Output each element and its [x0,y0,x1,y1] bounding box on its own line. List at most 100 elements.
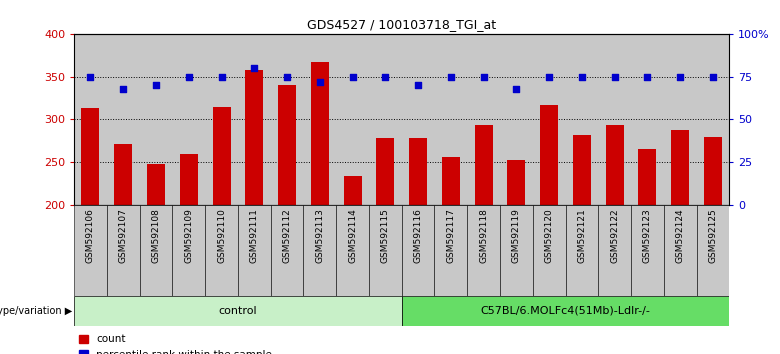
Text: GSM592109: GSM592109 [184,208,193,263]
Text: GSM592106: GSM592106 [86,208,95,263]
Bar [343,176,362,205]
Bar [212,107,231,205]
FancyBboxPatch shape [303,205,336,296]
Text: GSM592113: GSM592113 [315,208,324,263]
FancyBboxPatch shape [566,205,598,296]
FancyBboxPatch shape [631,205,664,296]
FancyBboxPatch shape [697,205,729,296]
Text: GSM592124: GSM592124 [675,208,685,263]
FancyBboxPatch shape [402,296,729,326]
FancyBboxPatch shape [500,205,533,296]
Bar [205,34,238,205]
Point [346,74,359,79]
Point [84,74,97,79]
Bar [81,108,100,205]
Text: GSM592115: GSM592115 [381,208,390,263]
Bar [474,125,493,205]
Bar [566,34,598,205]
Title: GDS4527 / 100103718_TGI_at: GDS4527 / 100103718_TGI_at [307,18,496,31]
FancyBboxPatch shape [238,205,271,296]
Text: GSM592118: GSM592118 [479,208,488,263]
FancyBboxPatch shape [140,205,172,296]
Bar [147,164,165,205]
Bar [74,34,107,205]
Bar [434,34,467,205]
Point [608,74,621,79]
Text: control: control [218,306,257,316]
Bar [140,34,172,205]
Bar [704,137,722,205]
Bar [310,62,329,205]
Point [543,74,555,79]
FancyBboxPatch shape [74,205,107,296]
FancyBboxPatch shape [74,296,402,326]
Point [183,74,195,79]
Bar [533,34,566,205]
Point [281,74,293,79]
Bar [245,70,264,205]
FancyBboxPatch shape [172,205,205,296]
Text: GSM592123: GSM592123 [643,208,652,263]
Bar [605,125,624,205]
FancyBboxPatch shape [434,205,467,296]
FancyBboxPatch shape [271,205,303,296]
Point [412,82,424,88]
Text: genotype/variation ▶: genotype/variation ▶ [0,306,73,316]
FancyBboxPatch shape [598,205,631,296]
Bar [402,34,434,205]
Bar [271,34,303,205]
Point [150,82,162,88]
Text: GSM592108: GSM592108 [151,208,161,263]
Bar [376,138,395,205]
Text: GSM592125: GSM592125 [708,208,718,263]
FancyBboxPatch shape [205,205,238,296]
Text: GSM592111: GSM592111 [250,208,259,263]
Text: GSM592122: GSM592122 [610,208,619,263]
Point [707,74,719,79]
Bar [671,130,690,205]
Bar [697,34,729,205]
Point [379,74,392,79]
Point [117,86,129,91]
Bar [540,105,558,205]
Bar [369,34,402,205]
Point [641,74,654,79]
Text: GSM592110: GSM592110 [217,208,226,263]
Bar [598,34,631,205]
Text: GSM592112: GSM592112 [282,208,292,263]
Bar [336,34,369,205]
Text: GSM592117: GSM592117 [446,208,456,263]
Point [314,79,326,85]
Text: GSM592114: GSM592114 [348,208,357,263]
Bar [441,157,460,205]
Point [674,74,686,79]
FancyBboxPatch shape [369,205,402,296]
Bar [107,34,140,205]
FancyBboxPatch shape [467,205,500,296]
Bar [664,34,697,205]
Point [477,74,490,79]
Bar [409,137,427,205]
FancyBboxPatch shape [402,205,434,296]
Bar [500,34,533,205]
Point [215,74,228,79]
FancyBboxPatch shape [533,205,566,296]
Text: GSM592119: GSM592119 [512,208,521,263]
Point [510,86,523,91]
Bar [179,154,198,205]
Bar [467,34,500,205]
Text: GSM592120: GSM592120 [544,208,554,263]
Text: C57BL/6.MOLFc4(51Mb)-Ldlr-/-: C57BL/6.MOLFc4(51Mb)-Ldlr-/- [480,306,651,316]
Bar [507,160,526,205]
Bar [238,34,271,205]
Text: GSM592116: GSM592116 [413,208,423,263]
Bar [172,34,205,205]
FancyBboxPatch shape [107,205,140,296]
Legend: count, percentile rank within the sample: count, percentile rank within the sample [80,335,272,354]
Bar [631,34,664,205]
Point [445,74,457,79]
FancyBboxPatch shape [664,205,697,296]
Bar [114,144,133,205]
Bar [278,85,296,205]
Bar [573,135,591,205]
